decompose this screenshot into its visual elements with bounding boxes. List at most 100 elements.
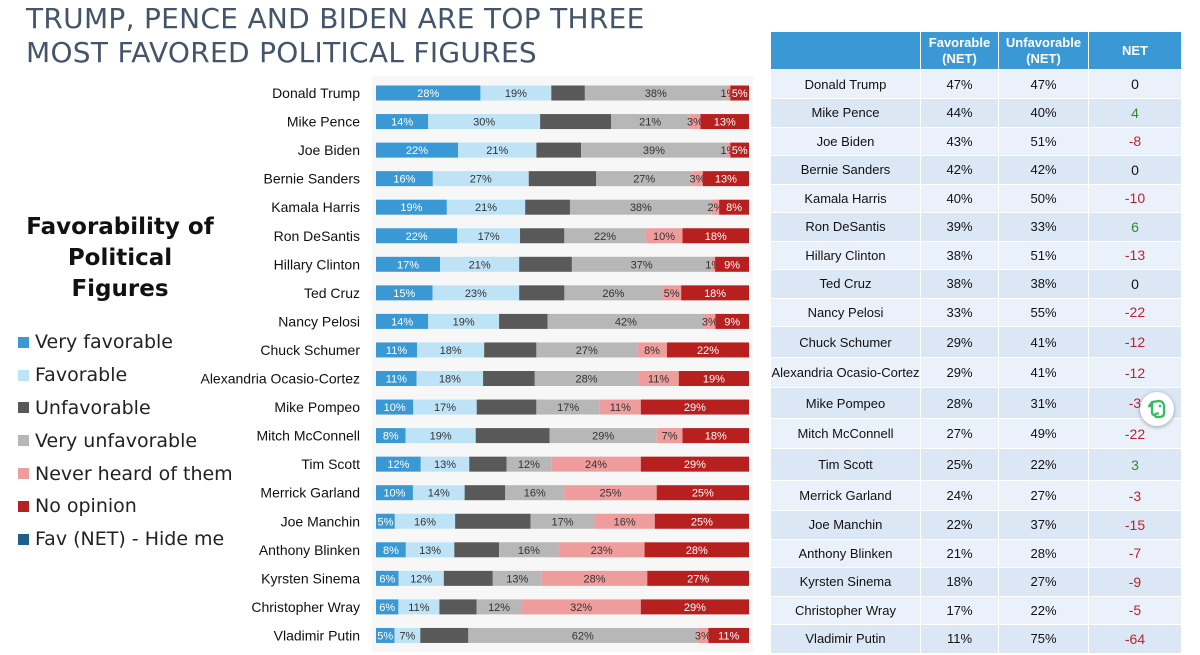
row-net-cell: -9 bbox=[1089, 568, 1182, 597]
row-unf-cell: 47% bbox=[999, 70, 1089, 99]
data-label: 21% bbox=[469, 259, 491, 271]
data-label: 22% bbox=[594, 231, 616, 243]
data-label: 25% bbox=[692, 488, 714, 500]
row-name-cell: Ted Cruz bbox=[771, 270, 921, 299]
row-name-cell: Alexandria Ocasio-Cortez bbox=[771, 358, 921, 388]
bar-segment bbox=[413, 399, 477, 415]
row-unf-cell: 27% bbox=[999, 481, 1089, 511]
data-label: 8% bbox=[383, 545, 399, 557]
row-unf-cell: 40% bbox=[999, 99, 1089, 128]
legend-swatch bbox=[18, 402, 29, 414]
bar-segment bbox=[715, 313, 749, 329]
category-label: Vladimir Putin bbox=[274, 627, 360, 643]
data-label: 21% bbox=[486, 145, 508, 157]
row-name-cell: Joe Biden bbox=[771, 127, 921, 156]
bar-segment bbox=[398, 599, 440, 615]
bar-segment bbox=[519, 285, 565, 301]
data-label: 24% bbox=[585, 459, 607, 471]
bar-segment bbox=[476, 599, 522, 615]
data-label: 12% bbox=[387, 459, 409, 471]
evernote-icon[interactable] bbox=[1140, 392, 1174, 426]
table-row: Mitch McConnell 27% 49% -22 bbox=[771, 419, 1182, 449]
data-label: 3% bbox=[702, 316, 718, 328]
row-fav-cell: 44% bbox=[921, 99, 999, 128]
category-label: Ted Cruz bbox=[304, 285, 360, 301]
bar-segment bbox=[711, 256, 716, 272]
bar-segment bbox=[702, 171, 749, 187]
row-fav-cell: 27% bbox=[921, 419, 999, 449]
bar-segment bbox=[704, 313, 716, 329]
category-label: Nancy Pelosi bbox=[278, 313, 360, 329]
row-name-cell: Christopher Wray bbox=[771, 596, 921, 625]
data-label: 18% bbox=[440, 345, 462, 357]
row-net-cell: 6 bbox=[1089, 213, 1182, 242]
bar-segment bbox=[376, 85, 481, 101]
data-label: 14% bbox=[428, 488, 450, 500]
row-fav-cell: 43% bbox=[921, 127, 999, 156]
row-net-cell: -12 bbox=[1089, 327, 1182, 358]
bar-segment bbox=[656, 428, 683, 444]
data-label: 16% bbox=[614, 516, 636, 528]
data-label: 29% bbox=[684, 602, 706, 614]
row-fav-cell: 47% bbox=[921, 70, 999, 99]
table-row: Donald Trump 47% 47% 0 bbox=[771, 70, 1182, 99]
stacked-bar-chart: Donald Trump 28% 19% 38% 1%5%Mike Pence 14% 30… bbox=[200, 85, 749, 644]
bar-segment bbox=[484, 342, 537, 358]
data-label: 11% bbox=[610, 402, 631, 414]
bar-segment bbox=[520, 228, 565, 244]
data-label: 19% bbox=[400, 202, 422, 214]
bar-segment bbox=[398, 570, 444, 586]
table-row: Mike Pompeo 28% 31% -3 bbox=[771, 388, 1182, 419]
title-line-1: TRUMP, PENCE AND BIDEN ARE TOP THREE bbox=[26, 2, 645, 35]
category-label: Mitch McConnell bbox=[257, 428, 360, 444]
data-label: 13% bbox=[714, 117, 736, 129]
category-label: Merrick Garland bbox=[260, 485, 360, 501]
bar-segment bbox=[405, 428, 476, 444]
row-fav-cell: 38% bbox=[921, 241, 999, 270]
elephant-glyph bbox=[1147, 399, 1166, 419]
data-label: 9% bbox=[724, 259, 740, 271]
bar-segment bbox=[596, 171, 693, 187]
bar-segment bbox=[428, 114, 541, 130]
subtitle-line-2: Political Figures bbox=[67, 245, 173, 302]
row-name-cell: Merrick Garland bbox=[771, 481, 921, 511]
bar-segment bbox=[412, 485, 465, 501]
data-label: 18% bbox=[705, 431, 727, 443]
bar-segment bbox=[376, 599, 399, 615]
data-label: 17% bbox=[478, 231, 500, 243]
table-row: Mike Pence 44% 40% 4 bbox=[771, 99, 1182, 128]
data-label: 28% bbox=[575, 374, 597, 386]
data-label: 28% bbox=[417, 88, 439, 100]
row-name-cell: Bernie Sanders bbox=[771, 156, 921, 185]
row-unf-cell: 49% bbox=[999, 419, 1089, 449]
data-label: 8% bbox=[644, 345, 660, 357]
table-row: Ron DeSantis 39% 33% 6 bbox=[771, 213, 1182, 242]
data-label: 23% bbox=[465, 288, 487, 300]
bar-segment bbox=[540, 114, 611, 130]
table-row: Alexandria Ocasio-Cortez 29% 41% -12 bbox=[771, 358, 1182, 388]
category-label: Chuck Schumer bbox=[260, 342, 360, 358]
bar-segment bbox=[446, 199, 526, 215]
data-label: 39% bbox=[643, 145, 665, 157]
data-label: 28% bbox=[584, 573, 606, 585]
data-label: 62% bbox=[572, 630, 594, 642]
data-label: 10% bbox=[383, 488, 405, 500]
table-header-favorable: Favorable (NET) bbox=[921, 32, 999, 70]
bar-segment bbox=[394, 627, 421, 643]
data-label: 22% bbox=[697, 345, 719, 357]
bar-segment bbox=[394, 513, 456, 529]
row-unf-cell: 51% bbox=[999, 127, 1089, 156]
bar-segment bbox=[480, 85, 552, 101]
subtitle-line-1: Favorability of bbox=[26, 214, 214, 240]
data-label: 17% bbox=[434, 402, 456, 414]
page-title: TRUMP, PENCE AND BIDEN ARE TOP THREE MOS… bbox=[26, 2, 766, 70]
bar-segment bbox=[697, 627, 709, 643]
bar-segment bbox=[599, 399, 641, 415]
data-label: 29% bbox=[684, 459, 706, 471]
data-label: 27% bbox=[633, 174, 655, 186]
bar-segment bbox=[457, 228, 521, 244]
row-unf-cell: 51% bbox=[999, 241, 1089, 270]
data-label: 8% bbox=[383, 431, 399, 443]
table-row: Joe Manchin 22% 37% -15 bbox=[771, 511, 1182, 540]
data-label: 19% bbox=[453, 316, 475, 328]
